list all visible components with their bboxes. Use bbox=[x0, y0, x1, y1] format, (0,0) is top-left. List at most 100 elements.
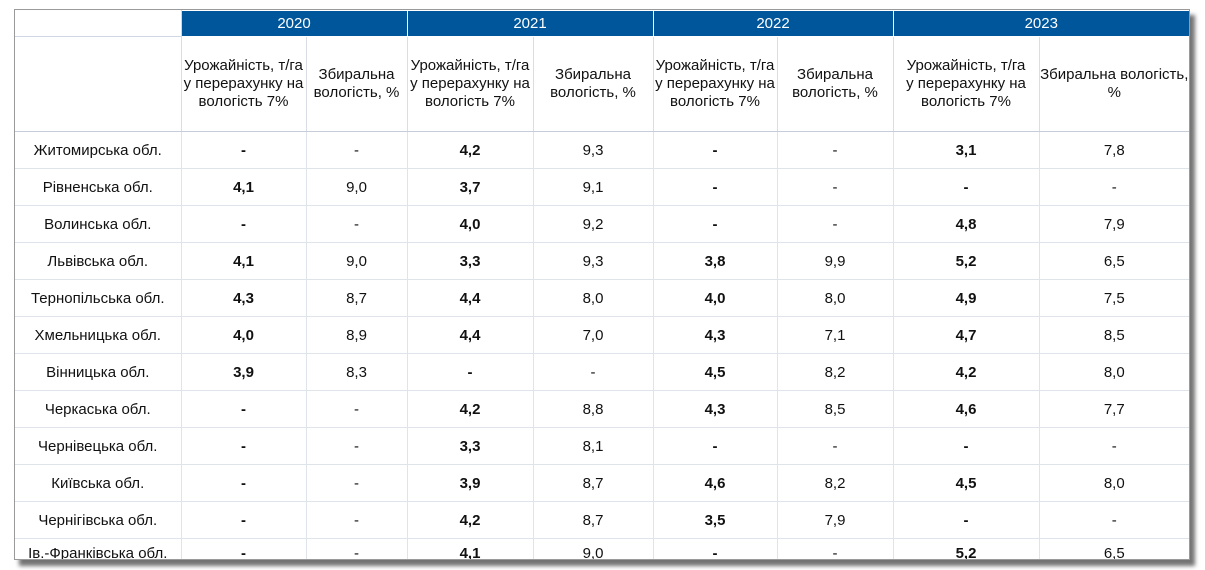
yield-cell: - bbox=[181, 538, 307, 559]
moisture-cell: 7,7 bbox=[1039, 390, 1189, 428]
header-yield-2022: Урожайність, т/га у перерахунку на волог… bbox=[653, 36, 778, 132]
moisture-cell: 9,9 bbox=[777, 242, 894, 280]
yield-cell: - bbox=[181, 205, 307, 243]
moisture-cell: 6,5 bbox=[1103, 545, 1125, 560]
table-row: Волинська обл. - -4,0 9,2- -4,8 7,9 bbox=[15, 205, 1189, 243]
yield-cell: - bbox=[893, 501, 1040, 539]
moisture-cell: 8,2 bbox=[777, 353, 894, 391]
yield-cell: 4,1 bbox=[181, 242, 307, 280]
yield-cell: - bbox=[893, 168, 1040, 206]
moisture-cell: 8,9 bbox=[306, 316, 408, 354]
column-header-row: Урожайність, т/га у перерахунку на волог… bbox=[15, 36, 1189, 132]
moisture-cell: 6,5 bbox=[1039, 242, 1189, 280]
yield-cell: 3,7 bbox=[407, 168, 534, 206]
region-name: Житомирська обл. bbox=[15, 131, 182, 169]
yield-cell: 4,2 bbox=[407, 390, 534, 428]
yield-cell: - bbox=[181, 427, 307, 465]
moisture-cell: 7,1 bbox=[777, 316, 894, 354]
region-name: Київська обл. bbox=[15, 464, 182, 502]
region-name: Черкаська обл. bbox=[15, 390, 182, 428]
header-moisture-2021: Збиральна вологість, % bbox=[533, 36, 654, 132]
moisture-cell: - bbox=[1039, 168, 1189, 206]
yield-cell: 3,1 bbox=[893, 131, 1040, 169]
region-name: Хмельницька обл. bbox=[15, 316, 182, 354]
moisture-cell: - bbox=[777, 538, 894, 559]
yield-cell: - bbox=[653, 205, 778, 243]
moisture-cell: 7,9 bbox=[777, 501, 894, 539]
yield-table: 2020 2021 2022 2023 Урожайність, т/га у … bbox=[15, 10, 1189, 560]
yield-cell: - bbox=[181, 131, 307, 169]
header-moisture-2022: Збиральна вологість, % bbox=[777, 36, 894, 132]
yield-cell: 4,9 bbox=[893, 279, 1040, 317]
yield-cell: 4,0 bbox=[407, 205, 534, 243]
moisture-cell: 8,3 bbox=[306, 353, 408, 391]
table-row: Чернігівська обл. - -4,2 8,7 3,5 7,9- - bbox=[15, 501, 1189, 539]
yield-cell: 5,2 bbox=[893, 242, 1040, 280]
yield-cell: - bbox=[653, 538, 778, 559]
region-name: Чернігівська обл. bbox=[15, 501, 182, 539]
moisture-cell: - bbox=[306, 501, 408, 539]
yield-cell: - bbox=[653, 168, 778, 206]
moisture-cell: 9,0 bbox=[306, 242, 408, 280]
moisture-cell: 8,0 bbox=[777, 279, 894, 317]
yield-cell: 4,6 bbox=[653, 464, 778, 502]
moisture-cell: 7,5 bbox=[1039, 279, 1189, 317]
moisture-cell: 7,0 bbox=[533, 316, 654, 354]
region-name: Вінницька обл. bbox=[15, 353, 182, 391]
year-header-row: 2020 2021 2022 2023 bbox=[15, 10, 1189, 37]
moisture-cell: 8,7 bbox=[533, 464, 654, 502]
table-row: Львівська обл. 4,1 9,0 3,3 9,3 3,8 9,9 5,2 6,5 bbox=[15, 242, 1189, 280]
moisture-cell: 9,0 bbox=[533, 538, 654, 559]
yield-cell: 4,0 bbox=[181, 316, 307, 354]
yield-cell: 4,8 bbox=[893, 205, 1040, 243]
header-yield-2023: Урожайність, т/га у перерахунку на волог… bbox=[893, 36, 1040, 132]
moisture-cell: 7,8 bbox=[1039, 131, 1189, 169]
header-yield-2020: Урожайність, т/га у перерахунку на волог… bbox=[181, 36, 307, 132]
yield-cell: 4,3 bbox=[653, 316, 778, 354]
moisture-cell: 8,7 bbox=[306, 279, 408, 317]
yield-cell: 3,5 bbox=[653, 501, 778, 539]
yield-cell: - bbox=[181, 464, 307, 502]
moisture-cell: - bbox=[777, 168, 894, 206]
yield-cell: - bbox=[653, 131, 778, 169]
table-row: Чернівецька обл. - -3,3 8,1- - - - bbox=[15, 427, 1189, 465]
table-row: Вінницька обл. 3,9 8,3- -4,5 8,2 4,2 8,0 bbox=[15, 353, 1189, 391]
yield-cell: 4,5 bbox=[893, 464, 1040, 502]
corner-cell-2 bbox=[15, 36, 182, 132]
moisture-cell: 9,3 bbox=[533, 242, 654, 280]
yield-cell: 4,7 bbox=[893, 316, 1040, 354]
yield-cell: 4,3 bbox=[181, 279, 307, 317]
yield-cell: 3,3 bbox=[407, 242, 534, 280]
yield-cell: 3,8 bbox=[653, 242, 778, 280]
moisture-cell: 8,7 bbox=[533, 501, 654, 539]
yield-cell: 3,9 bbox=[407, 464, 534, 502]
yield-cell: 4,1 bbox=[181, 168, 307, 206]
moisture-cell: 9,0 bbox=[306, 168, 408, 206]
region-name: Рівненська обл. bbox=[15, 168, 182, 206]
yield-cell: 4,0 bbox=[653, 279, 778, 317]
region-name: Тернопільська обл. bbox=[15, 279, 182, 317]
region-name: Волинська обл. bbox=[15, 205, 182, 243]
moisture-cell: - bbox=[1039, 501, 1189, 539]
yield-cell: 4,2 bbox=[407, 131, 534, 169]
moisture-cell: 7,9 bbox=[1039, 205, 1189, 243]
table-row: Рівненська обл. 4,1 9,0 3,7 9,1- - - - bbox=[15, 168, 1189, 206]
yield-cell: 5,2 bbox=[893, 538, 1040, 559]
table-row: Черкаська обл. - -4,2 8,8 4,3 8,5 4,6 7,7 bbox=[15, 390, 1189, 428]
table-row: Ів.-Франківська обл. - -4,1 9,0- -5,2 6,5 bbox=[15, 538, 1189, 560]
year-2021: 2021 bbox=[406, 10, 654, 37]
yield-cell: - bbox=[181, 390, 307, 428]
moisture-cell: 9,3 bbox=[533, 131, 654, 169]
yield-cell: 4,5 bbox=[653, 353, 778, 391]
moisture-cell: 8,5 bbox=[1039, 316, 1189, 354]
moisture-cell: 8,5 bbox=[777, 390, 894, 428]
yield-cell: 3,3 bbox=[407, 427, 534, 465]
region-name: Чернівецька обл. bbox=[15, 427, 182, 465]
yield-cell: - bbox=[893, 427, 1040, 465]
moisture-cell: 8,8 bbox=[533, 390, 654, 428]
moisture-cell: 9,2 bbox=[533, 205, 654, 243]
moisture-cell: - bbox=[306, 205, 408, 243]
moisture-cell: - bbox=[777, 131, 894, 169]
corner-cell bbox=[15, 10, 182, 37]
header-moisture-2020: Збиральна вологість, % bbox=[306, 36, 408, 132]
